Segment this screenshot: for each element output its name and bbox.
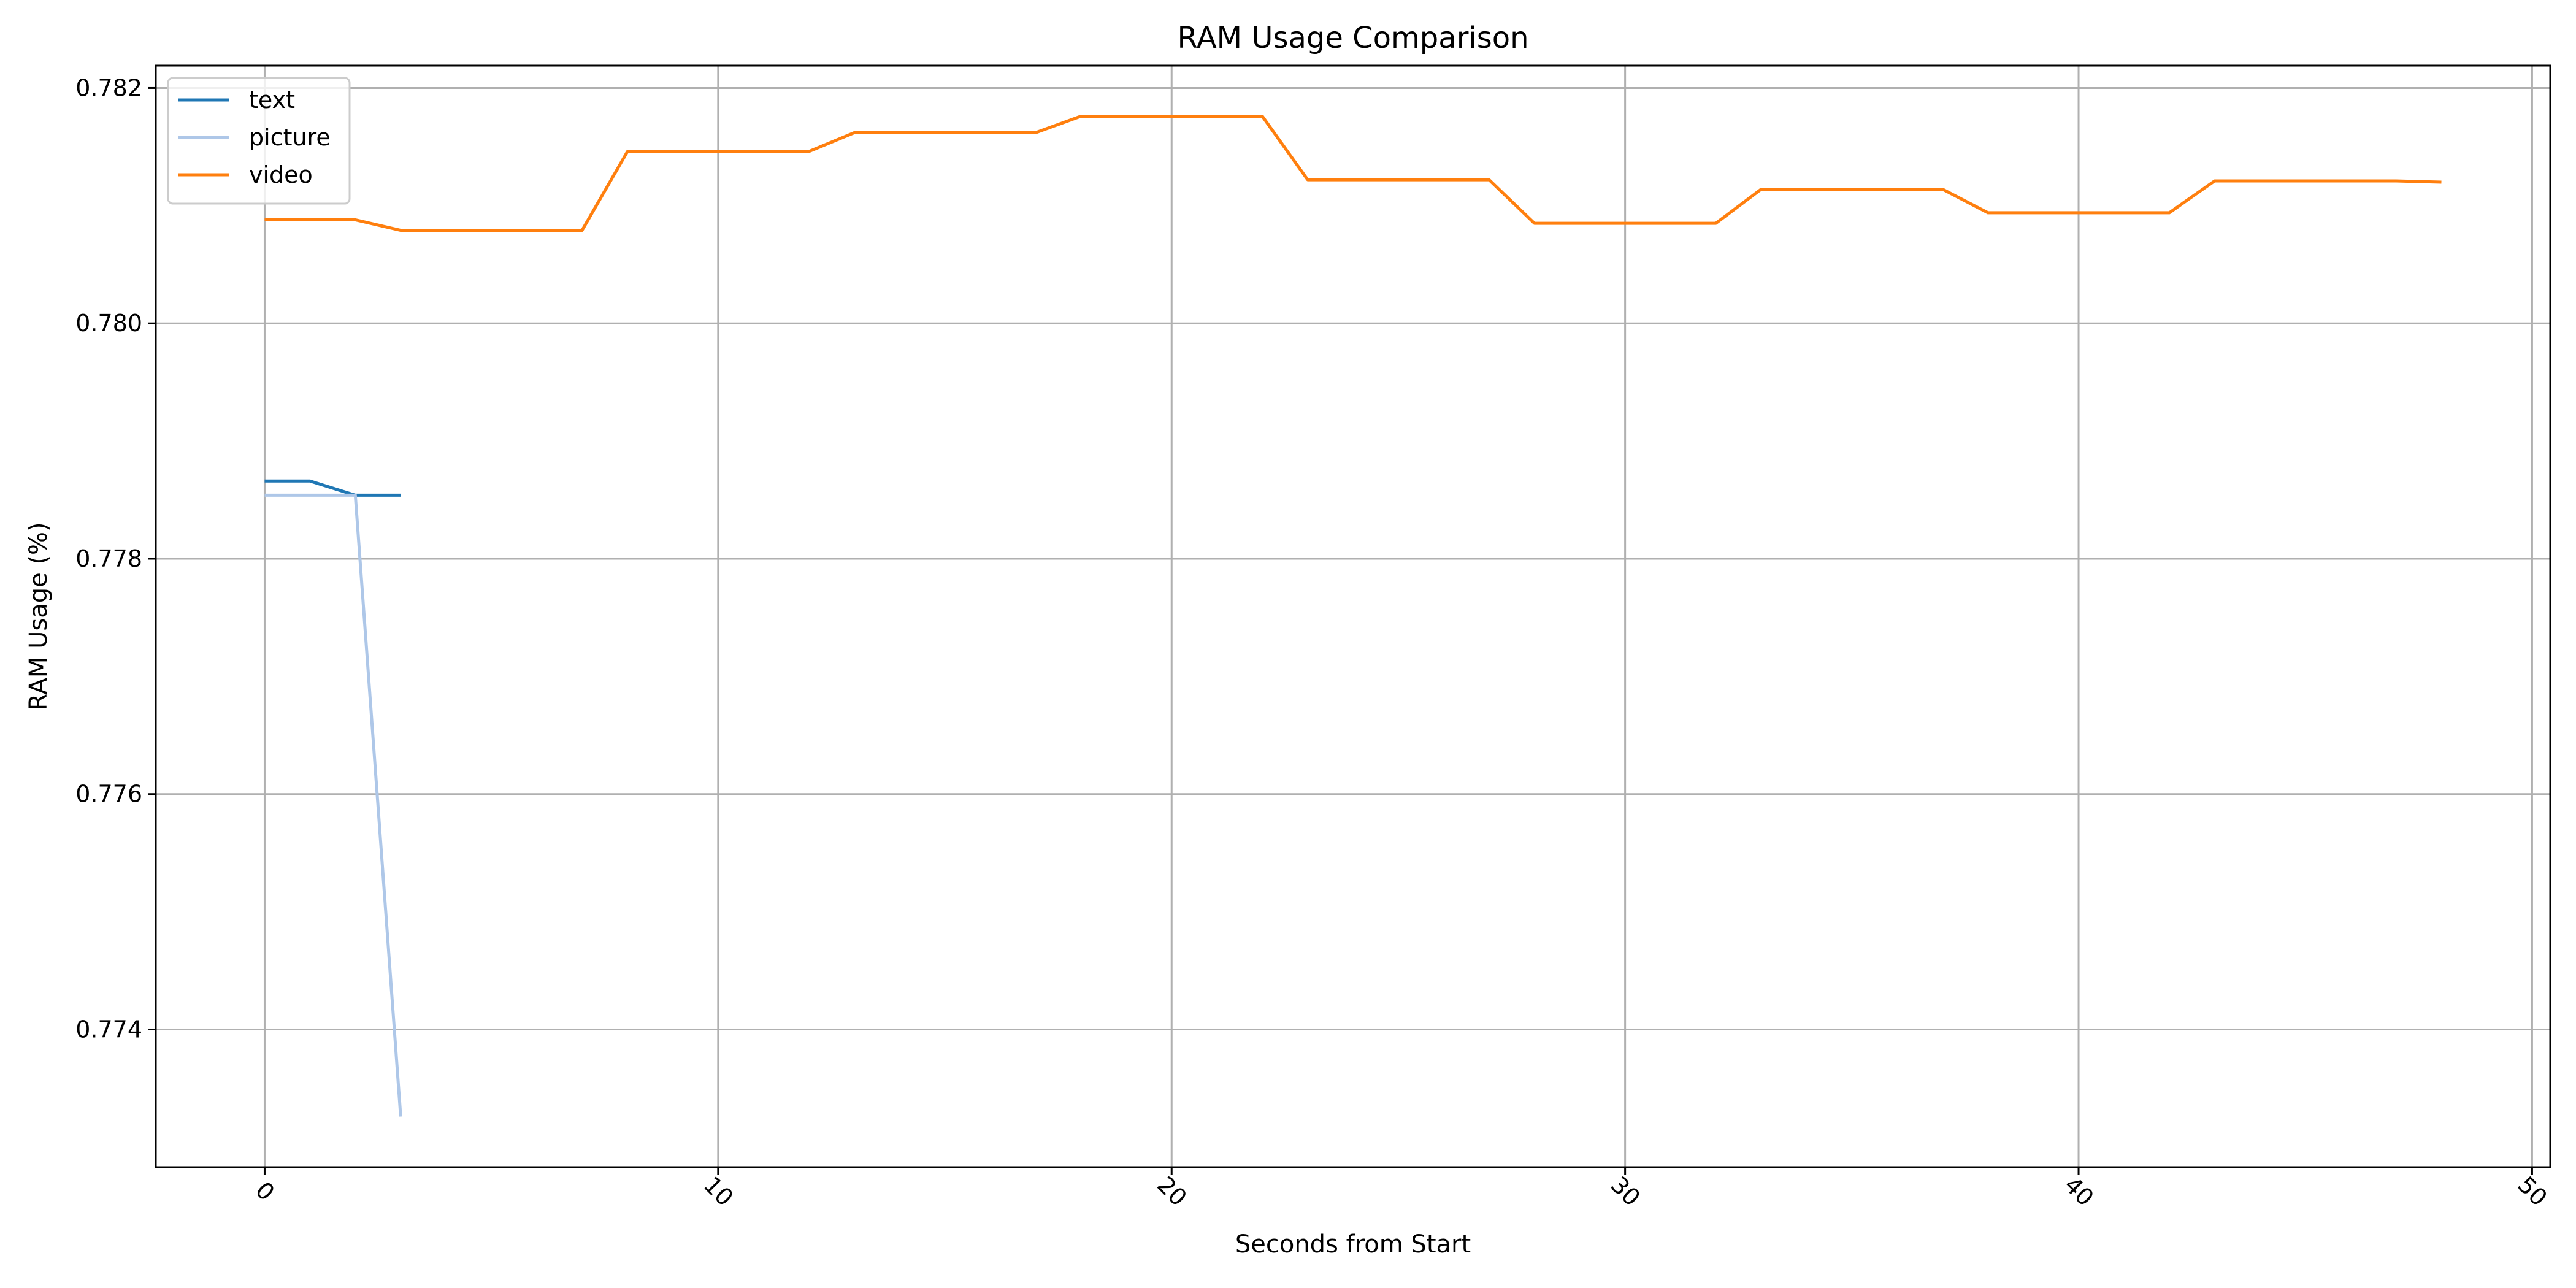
y-tick-label: 0.776 [75, 781, 142, 808]
chart-title: RAM Usage Comparison [1177, 21, 1528, 55]
x-tick-label: 50 [2512, 1171, 2552, 1211]
x-tick-label: 10 [699, 1171, 738, 1211]
series-lines [264, 115, 2442, 1117]
grid-lines [156, 66, 2550, 1167]
legend-label-text: text [249, 86, 295, 113]
legend: text picture video [167, 77, 351, 205]
legend-label-video: video [249, 161, 313, 188]
x-tick-label: 20 [1152, 1171, 1192, 1211]
series-line-video [264, 115, 2442, 232]
axis-ticks: 0 10 20 30 40 50 0.774 0.776 0.778 0.780 0.782 [75, 74, 2553, 1211]
x-axis-label: Seconds from Start [1235, 1230, 1471, 1259]
plot-frame [155, 64, 2551, 1168]
series-line-picture [264, 493, 402, 1117]
legend-box [167, 77, 351, 205]
series-line-text [264, 479, 401, 497]
y-tick-label: 0.774 [75, 1016, 142, 1043]
y-tick-label: 0.778 [75, 545, 142, 572]
x-tick-label: 30 [1606, 1171, 1646, 1211]
y-tick-label: 0.780 [75, 310, 142, 337]
y-tick-label: 0.782 [75, 74, 142, 101]
legend-label-picture: picture [249, 124, 331, 151]
y-axis-label: RAM Usage (%) [25, 522, 53, 710]
x-tick-label: 40 [2059, 1171, 2099, 1211]
x-tick-label: 0 [250, 1176, 280, 1206]
